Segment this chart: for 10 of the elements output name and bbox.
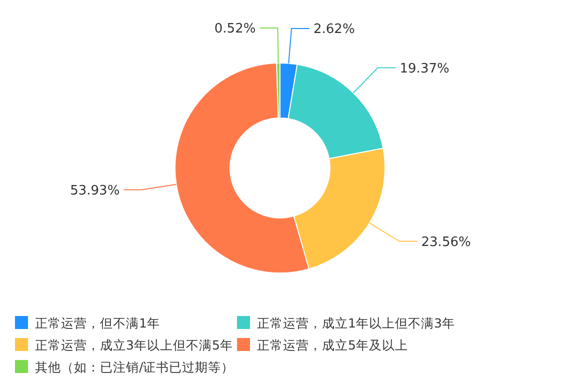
data-label: 53.93% xyxy=(70,183,120,198)
legend-label: 正常运营，成立3年以上但不满5年 xyxy=(35,337,233,352)
legend-label: 正常运营，成立1年以上但不满3年 xyxy=(257,315,455,330)
data-label: 2.62% xyxy=(314,22,355,38)
legend-label: 正常运营，成立5年及以上 xyxy=(257,337,408,352)
data-label: 19.37% xyxy=(400,61,450,76)
data-label: 0.52% xyxy=(214,22,256,37)
legend-label: 正常运营，但不满1年 xyxy=(35,315,160,330)
data-label: 23.56% xyxy=(421,234,471,250)
legend-label: 其他（如：已注销/证书已过期等） xyxy=(35,359,234,374)
